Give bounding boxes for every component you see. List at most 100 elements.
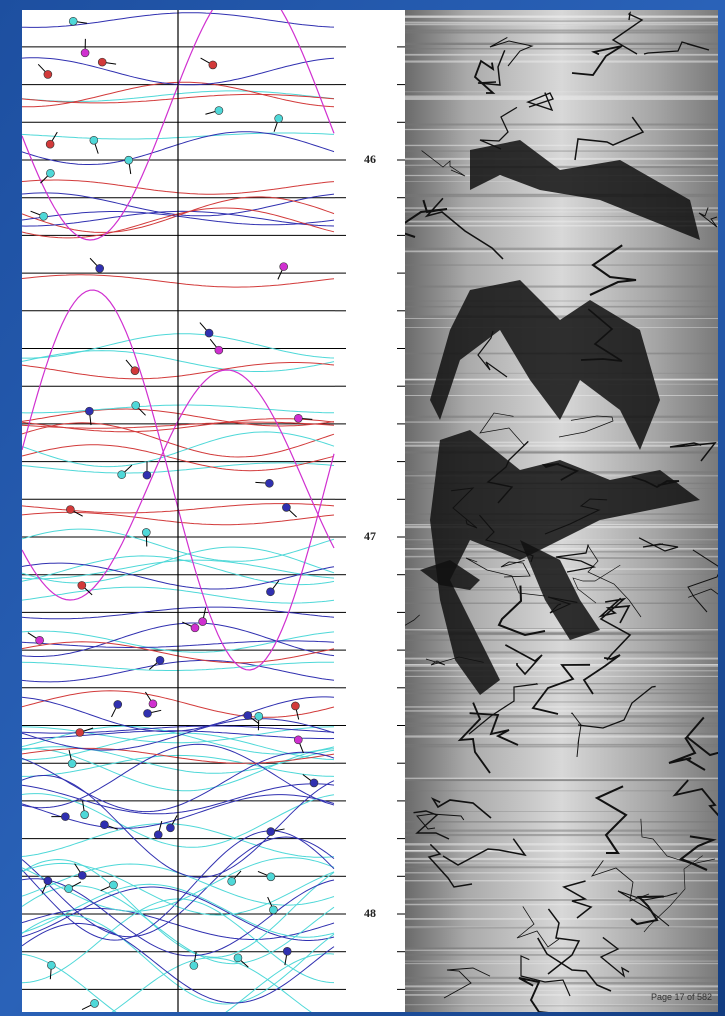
tadpole [117,470,126,479]
crack [698,207,718,228]
tadpole [66,505,75,514]
crack [537,937,612,992]
crack [457,702,491,774]
tadpole [109,880,118,890]
tadpole [142,528,151,537]
tadpole [90,999,99,1008]
crack [405,614,420,676]
crack [516,906,560,948]
crack [443,967,491,999]
crack [574,116,645,161]
crack [421,150,466,177]
crack [544,498,608,535]
tadpole [243,711,253,720]
depth-label: 46 [364,152,376,166]
tadpole [75,728,85,737]
crack [643,855,703,933]
crack [451,487,478,529]
crack [577,685,656,729]
tadpole [77,871,87,880]
crack [594,785,628,855]
fracture [420,560,480,590]
crack [468,682,539,735]
crack [526,92,554,112]
crack [668,736,706,771]
crack [473,59,496,94]
tadpole [43,70,53,79]
tadpole [80,810,89,819]
tadpole [198,617,207,626]
crack [497,585,546,637]
crack [531,663,591,715]
tadpole [233,953,243,963]
crack [555,544,597,573]
crack [558,415,614,438]
crack [687,549,718,613]
crack [518,977,549,1012]
tadpole [142,470,152,480]
crack [572,564,621,604]
tadpole [97,57,107,67]
crack [640,818,716,865]
tadpole [189,961,199,970]
crack [427,843,473,888]
crack [405,199,448,238]
depth-scale: 46 47 48 [335,46,405,990]
tadpole [155,655,165,665]
crack [500,559,531,578]
crack [424,197,504,260]
tadpole [89,135,99,145]
crack [486,440,529,504]
tadpole [274,114,283,123]
depth-label: 47 [364,529,376,543]
tadpole [266,587,275,597]
crack [599,936,630,978]
tadpole [67,759,77,768]
depth-label: 48 [364,906,376,920]
tadpole [80,48,90,58]
crack [465,557,546,597]
tadpole [77,581,87,590]
tadpole [266,872,276,882]
crack [678,835,717,871]
page-number: Page 17 of 582 [651,992,712,1002]
crack [580,308,623,362]
tadpole [61,812,70,821]
crack [541,463,580,481]
tadpole [294,414,303,423]
tadpole [214,106,224,115]
tadpole [64,884,73,893]
crack [630,895,664,926]
crack [688,588,718,598]
tadpole [309,778,319,788]
crack [479,412,525,446]
crack [562,880,593,919]
tadpole [143,709,152,718]
crack [479,106,518,150]
tadpole [214,345,224,355]
tadpole [100,820,109,830]
crack [643,41,710,55]
crack [477,330,508,378]
crack [590,860,650,902]
tadpole [43,876,53,886]
crack [570,712,582,758]
tadpole [153,830,163,840]
fracture [430,430,700,695]
crack [430,797,492,819]
tadpole [47,960,56,970]
tadpole [282,947,292,956]
crack [599,597,632,661]
tadpole [293,735,303,745]
crack [547,908,581,975]
crack [669,442,717,462]
tadpole [266,827,276,836]
tadpole [204,328,214,338]
tadpole [46,168,55,178]
tadpole [148,699,158,709]
tadpole [269,905,278,915]
tadpole [131,401,141,410]
borehole-image [405,11,718,1012]
fracture [430,280,660,450]
